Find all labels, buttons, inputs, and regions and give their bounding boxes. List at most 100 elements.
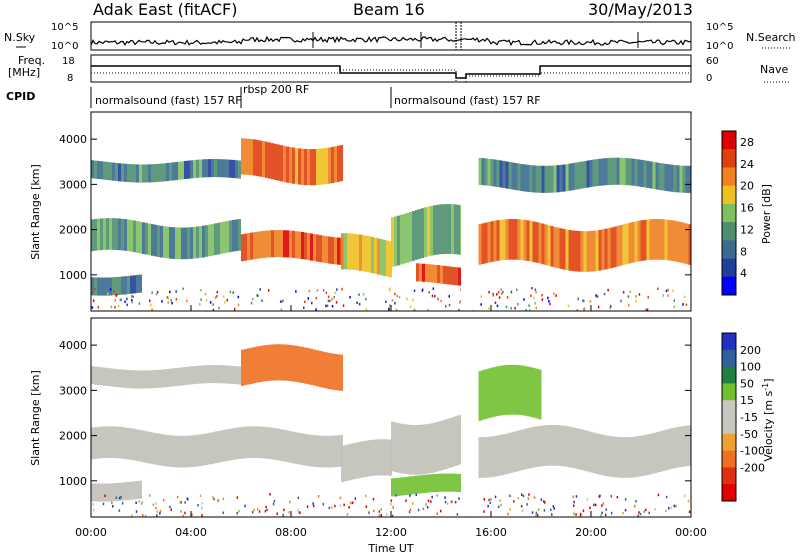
velocity-speck: [392, 506, 394, 509]
power-speck: [431, 294, 434, 298]
beam-title: Beam 16: [353, 0, 425, 19]
velocity-cell: [163, 369, 166, 388]
velocity-speck: [535, 514, 537, 517]
power-speck: [389, 304, 391, 307]
velocity-cell: [580, 429, 584, 470]
power-speck: [421, 288, 424, 292]
power-cell: [259, 231, 262, 259]
velocity-cell: [202, 365, 205, 384]
power-cell: [493, 159, 497, 187]
power-cell: [601, 229, 605, 270]
power-cell: [124, 163, 127, 182]
velocity-cell: [178, 435, 181, 468]
velocity-colorbar-tick: 50: [740, 377, 754, 390]
velocity-cell: [439, 421, 442, 471]
velocity-speck: [405, 499, 407, 502]
power-cell: [283, 230, 286, 258]
velocity-cell: [544, 425, 548, 466]
velocity-colorbar-tick: 200: [740, 344, 761, 357]
power-colorbar-swatch: [722, 276, 736, 296]
power-speck: [91, 306, 94, 309]
power-cell: [446, 266, 449, 285]
velocity-cell: [577, 428, 581, 470]
power-speck: [218, 306, 220, 310]
velocity-cell: [97, 366, 100, 385]
velocity-speck: [251, 510, 254, 514]
velocity-cell: [502, 365, 506, 416]
velocity-cell: [112, 368, 115, 387]
power-frame: [90, 111, 692, 312]
velocity-cell: [304, 347, 307, 384]
power-cell: [529, 165, 533, 193]
power-cell: [157, 225, 160, 257]
velocity-speck: [176, 495, 179, 499]
power-cell: [655, 162, 659, 190]
velocity-cell: [403, 477, 406, 496]
velocity-cell: [350, 443, 353, 480]
velocity-cell: [532, 367, 536, 418]
velocity-cell: [341, 445, 344, 482]
power-speck: [257, 294, 259, 297]
velocity-cell: [274, 428, 277, 460]
velocity-colorbar-swatch: [722, 333, 736, 351]
velocity-cell: [526, 428, 530, 469]
power-cell: [127, 164, 130, 183]
velocity-speck: [156, 510, 159, 514]
velocity-speck: [528, 493, 530, 496]
velocity-cell: [619, 437, 623, 478]
velocity-cell: [643, 434, 647, 476]
power-cell: [151, 224, 154, 256]
power-cell: [374, 237, 377, 274]
velocity-colorbar-swatch: [722, 417, 736, 435]
velocity-cell: [529, 367, 533, 417]
power-colorbar-tick: 16: [740, 202, 754, 215]
velocity-cell: [316, 350, 319, 387]
velocity-speck: [513, 500, 515, 503]
power-speck: [214, 296, 217, 299]
power-speck: [212, 303, 214, 306]
power-cell: [271, 143, 274, 180]
velocity-cell: [598, 434, 602, 475]
velocity-cell: [688, 425, 692, 466]
power-panel: 1000 2000 3000 4000 Slant Range [km] 4 8 12 16…: [29, 111, 773, 312]
velocity-speck: [182, 514, 185, 518]
velocity-cell: [478, 371, 482, 421]
velocity-speck: [385, 513, 388, 516]
power-cell: [619, 157, 623, 185]
velocity-cell: [298, 346, 301, 383]
power-cell: [676, 165, 680, 193]
velocity-cell: [406, 476, 409, 495]
velocity-speck: [599, 494, 601, 498]
velocity-speck: [213, 497, 215, 501]
power-cell: [652, 161, 656, 189]
power-cell: [217, 222, 220, 255]
velocity-cell: [106, 483, 109, 502]
velocity-speck: [573, 504, 575, 507]
power-speck: [638, 293, 641, 296]
velocity-speck: [118, 509, 121, 512]
velocity-speck: [144, 514, 147, 518]
velocity-cell: [520, 365, 524, 416]
velocity-cell: [538, 369, 542, 420]
power-speck: [261, 299, 263, 302]
power-cell: [286, 230, 289, 258]
velocity-colorbar-swatch: [722, 433, 736, 452]
velocity-speck: [191, 513, 193, 516]
power-cell: [103, 277, 106, 296]
power-cell: [443, 265, 446, 284]
power-speck: [610, 305, 612, 308]
x-tick-label: 04:00: [175, 526, 207, 539]
velocity-speck: [540, 498, 543, 501]
velocity-cell: [256, 426, 259, 459]
power-cell: [643, 219, 647, 261]
power-cell: [127, 275, 130, 294]
velocity-cell: [316, 435, 319, 468]
power-speck: [647, 296, 649, 299]
power-cell: [322, 235, 325, 263]
velocity-cell: [451, 417, 454, 468]
power-cell: [139, 164, 142, 183]
velocity-speck: [170, 508, 172, 511]
power-cell: [304, 232, 307, 260]
power-speck: [662, 294, 664, 297]
velocity-speck: [380, 508, 382, 511]
